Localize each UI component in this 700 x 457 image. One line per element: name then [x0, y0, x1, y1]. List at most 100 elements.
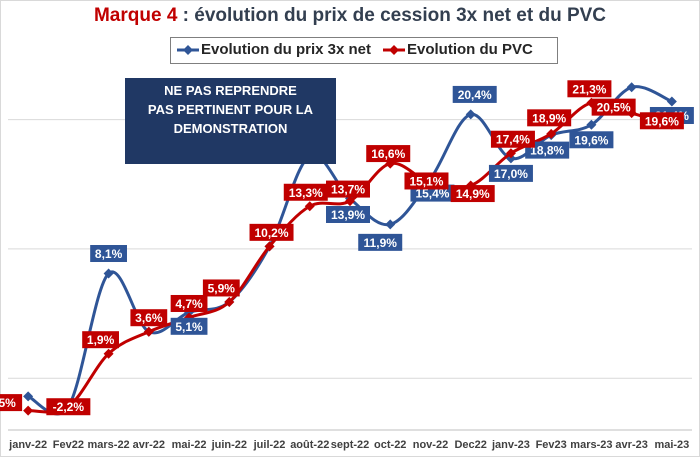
series-marker-blue: [465, 109, 476, 120]
data-label-red: 1,9%: [87, 333, 115, 347]
data-label-box-red: [202, 279, 240, 297]
data-label-box-red: [82, 331, 119, 349]
legend-swatch-red: [383, 44, 405, 55]
data-label-box-red: [326, 180, 370, 198]
x-tick-label: mai-22: [172, 439, 207, 451]
x-tick-label: mars-22: [87, 439, 129, 451]
data-label-red: -2,2%: [53, 400, 85, 414]
data-label-red: 19,6%: [645, 114, 679, 128]
data-label-red: 4,7%: [175, 297, 203, 311]
data-label-red: 16,6%: [371, 147, 405, 161]
x-tick-label: mai-23: [654, 439, 689, 451]
data-label-box-blue: [452, 85, 497, 103]
data-label-box-red: [591, 98, 636, 116]
data-label-blue: 5,1%: [175, 320, 203, 334]
legend-item-blue: Evolution du prix 3x net: [177, 41, 371, 58]
data-label-blue: 11,9%: [364, 236, 398, 250]
data-label-box-red: [527, 109, 572, 127]
x-tick-label: mars-23: [570, 439, 612, 451]
data-label-box-blue: [326, 205, 370, 223]
series-marker-blue: [586, 119, 597, 130]
data-label-red: 13,3%: [289, 186, 323, 200]
data-label-box-red: [130, 309, 168, 327]
series-marker-blue: [385, 219, 396, 230]
data-label-red: 21,3%: [572, 82, 606, 96]
data-label-box-red: [0, 394, 23, 412]
x-tick-label: sept-22: [331, 439, 370, 451]
chart-legend: Evolution du prix 3x net Evolution du PV…: [170, 37, 558, 64]
legend-item-red: Evolution du PVC: [383, 41, 533, 58]
data-label-blue: 13,9%: [331, 208, 365, 222]
chart-title-brand: Marque 4: [93, 5, 178, 26]
legend-label-red: Evolution du PVC: [407, 41, 533, 58]
data-label-blue: 17,0%: [494, 167, 528, 181]
x-tick-label: août-22: [290, 439, 329, 451]
series-marker-red: [224, 296, 235, 307]
data-label-red: 5,9%: [208, 281, 236, 295]
data-label-box-red: [567, 80, 612, 98]
data-label-blue: 8,1%: [95, 247, 123, 261]
series-marker-red: [345, 196, 355, 207]
data-label-box-red: [170, 294, 208, 312]
data-label-box-blue: [488, 164, 533, 182]
x-tick-label: avr-23: [615, 439, 647, 451]
series-marker-blue: [23, 391, 34, 402]
warning-note-line-3: DEMONSTRATION: [173, 121, 288, 136]
series-marker-blue: [103, 268, 114, 279]
data-label-red: 3,6%: [135, 311, 163, 325]
chart-title: Marque 4 : évolution du prix de cession …: [0, 5, 700, 27]
data-label-box-blue: [358, 233, 403, 251]
data-label-blue: 18,8%: [530, 144, 564, 158]
x-tick-label: Dec22: [454, 439, 486, 451]
x-tick-label: nov-22: [413, 439, 448, 451]
series-marker-blue: [666, 96, 677, 107]
data-label-red: 10,2%: [255, 226, 289, 240]
data-label-blue: 20,4%: [458, 88, 492, 102]
series-marker-red: [143, 326, 154, 337]
data-label-blue: 15,4%: [415, 187, 449, 201]
warning-note-line-1: NE PAS REPRENDRE: [164, 83, 297, 98]
data-label-box-blue: [90, 245, 127, 263]
legend-swatch-blue: [177, 44, 199, 55]
warning-note: NE PAS REPRENDRE PAS PERTINENT POUR LA D…: [125, 78, 336, 164]
data-label-red: 20,5%: [597, 101, 631, 115]
data-label-red: 13,7%: [331, 183, 365, 197]
x-tick-label: juil-22: [253, 439, 286, 451]
data-label-box-blue: [170, 317, 208, 335]
data-label-red: 14,9%: [456, 187, 490, 201]
data-label-box-red: [366, 145, 411, 163]
series-marker-red: [103, 348, 114, 359]
x-tick-label: juin-22: [211, 439, 247, 451]
data-label-red: -2,5%: [0, 396, 16, 410]
x-tick-label: Fev22: [53, 439, 84, 451]
data-label-box-red: [639, 112, 684, 130]
series-marker-blue: [626, 82, 637, 93]
x-tick-label: avr-22: [133, 439, 165, 451]
data-label-red: 18,9%: [532, 111, 566, 125]
data-label-box-red: [46, 398, 91, 416]
data-label-box-red: [490, 130, 535, 148]
data-label-box-blue: [569, 131, 614, 149]
data-label-box-red: [404, 172, 449, 190]
x-tick-label: Fev23: [536, 439, 567, 451]
series-marker-red: [23, 405, 34, 416]
data-label-red: 17,4%: [496, 133, 530, 147]
data-label-box-blue: [525, 141, 570, 159]
chart-title-rest: : évolution du prix de cession 3x net et…: [177, 5, 607, 26]
data-label-box-red: [283, 183, 328, 201]
data-label-blue: 19,6%: [574, 133, 608, 147]
series-marker-red: [505, 148, 516, 159]
data-label-box-red: [249, 223, 294, 241]
series-marker-red: [546, 128, 557, 139]
series-marker-red: [264, 241, 275, 252]
x-tick-label: janv-22: [8, 439, 47, 451]
x-tick-label: janv-23: [491, 439, 530, 451]
legend-label-blue: Evolution du prix 3x net: [201, 41, 372, 58]
x-tick-label: oct-22: [374, 439, 406, 451]
data-label-red: 15,1%: [409, 174, 443, 188]
data-label-box-red: [450, 185, 495, 203]
series-marker-red: [304, 201, 315, 212]
warning-note-line-2: PAS PERTINENT POUR LA: [147, 102, 314, 117]
